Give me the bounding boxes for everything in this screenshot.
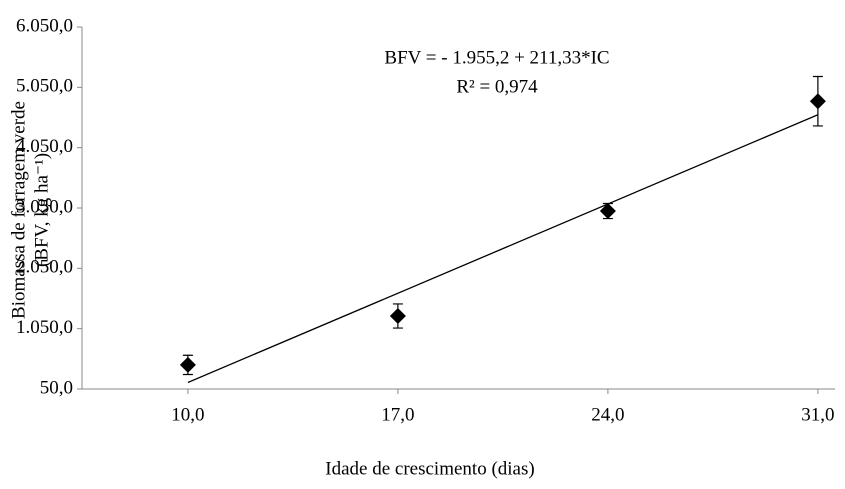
point: [809, 93, 826, 110]
y-tick-label: 1.050,0: [16, 317, 73, 338]
x-tick-label: 24,0: [591, 404, 624, 425]
x-tick-label: 31,0: [801, 404, 834, 425]
r-squared: R² = 0,974: [456, 76, 538, 97]
y-tick-label: 3.050,0: [16, 196, 73, 217]
y-tick-label: 6.050,0: [16, 15, 73, 36]
x-axis-label: Idade de crescimento (dias): [325, 458, 534, 479]
point: [599, 203, 616, 220]
y-tick-label: 5.050,0: [16, 76, 73, 97]
y-tick-label: 4.050,0: [16, 136, 73, 157]
point: [179, 356, 196, 373]
y-tick-label: 2.050,0: [16, 257, 73, 278]
y-axis-label: Biomassa de forragem verde: [8, 101, 29, 319]
equation: BFV = - 1.955,2 + 211,33*IC: [384, 47, 609, 68]
x-tick-label: 10,0: [171, 404, 204, 425]
y-tick-label: 50,0: [40, 377, 73, 398]
trendline: [187, 114, 819, 384]
x-tick-label: 17,0: [381, 404, 414, 425]
y-axis-label: (BFV, kg ha⁻¹): [31, 153, 52, 267]
point: [389, 307, 406, 324]
